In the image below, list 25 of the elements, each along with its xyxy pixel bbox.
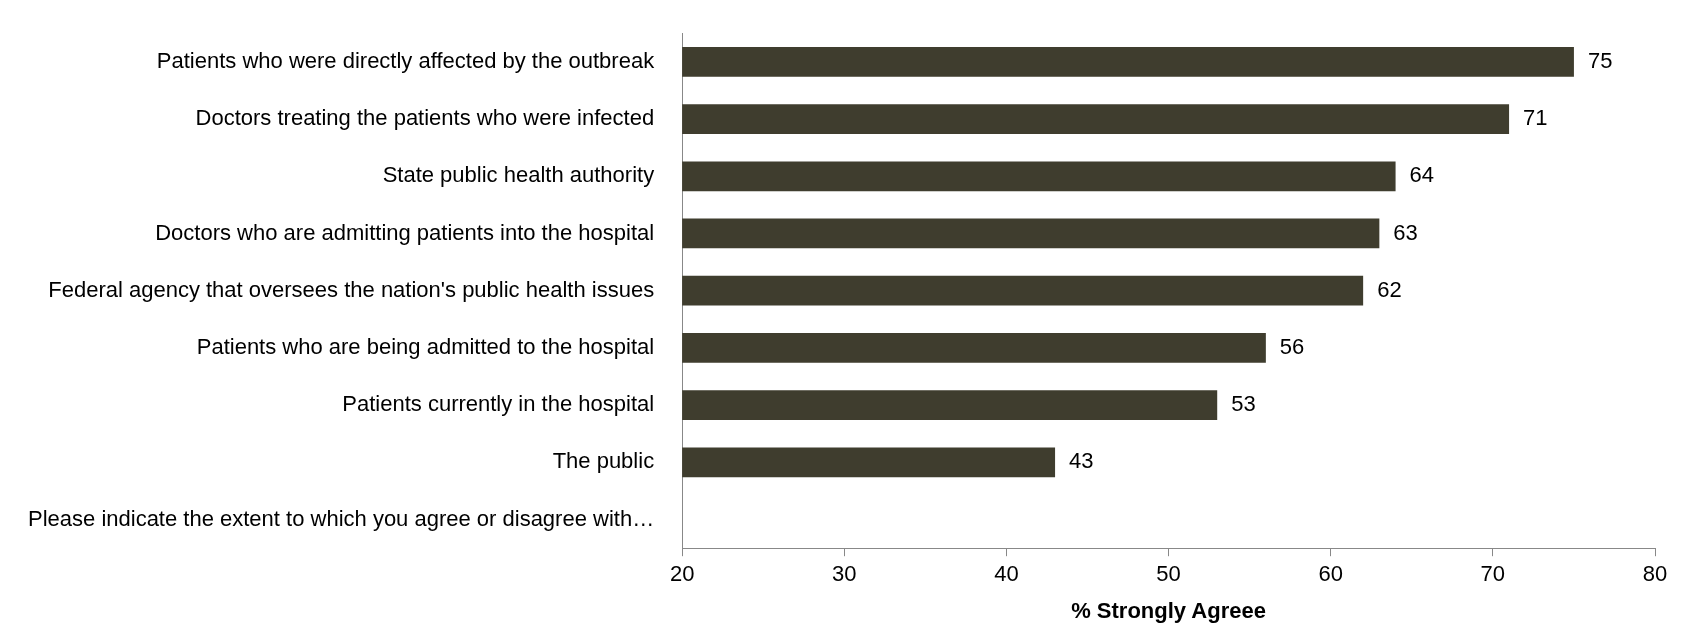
x-axis-title: % Strongly Agreee bbox=[1071, 597, 1266, 623]
data-label: 63 bbox=[1393, 219, 1418, 245]
y-tick-label: Patients who are being admitted to the hospital bbox=[196, 333, 655, 359]
data-label: 62 bbox=[1377, 276, 1402, 302]
x-tick-label: 70 bbox=[1480, 561, 1506, 587]
x-tick-label: 80 bbox=[1642, 561, 1668, 587]
data-label: 53 bbox=[1231, 391, 1256, 417]
y-tick-label: Federal agency that oversees the nation's public health issues bbox=[48, 276, 655, 302]
y-tick-label: Patients currently in the hospital bbox=[342, 391, 655, 417]
data-label: 56 bbox=[1279, 333, 1305, 359]
x-tick-label: 40 bbox=[994, 561, 1019, 587]
data-label: 71 bbox=[1523, 105, 1548, 131]
data-label: 75 bbox=[1587, 47, 1613, 73]
y-tick-label: Doctors treating the patients who were infected bbox=[195, 105, 655, 131]
y-tick-label: State public health authority bbox=[382, 162, 655, 188]
data-label: 64 bbox=[1409, 162, 1435, 188]
x-tick-label: 30 bbox=[832, 561, 857, 587]
y-tick-label: Patients who were directly affected by the outbreak bbox=[156, 47, 656, 73]
x-tick-label: 20 bbox=[669, 561, 695, 587]
y-tick-label: Please indicate the extent to which you agree or disagree with… bbox=[28, 505, 655, 531]
y-tick-label: The public bbox=[552, 448, 655, 474]
y-tick-label: Doctors who are admitting patients into the hospital bbox=[155, 219, 655, 245]
x-tick-label: 60 bbox=[1318, 561, 1343, 587]
x-tick-label: 50 bbox=[1156, 561, 1181, 587]
data-label: 43 bbox=[1069, 448, 1094, 474]
